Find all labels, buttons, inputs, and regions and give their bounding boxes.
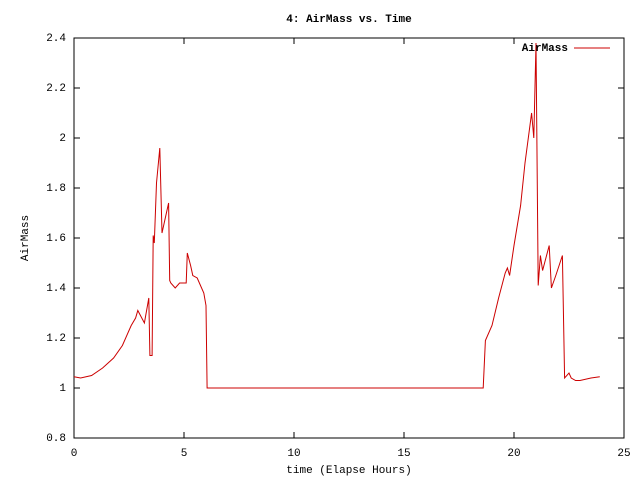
y-tick-label: 1.4	[46, 283, 66, 295]
x-axis-label: time (Elapse Hours)	[286, 465, 411, 477]
plot-frame	[73, 37, 625, 439]
x-tick-label: 0	[71, 448, 78, 460]
y-tick-label: 1.2	[46, 333, 66, 345]
x-tick-label: 25	[617, 448, 630, 460]
y-tick-label: 2	[59, 133, 66, 145]
chart-title: 4: AirMass vs. Time	[286, 14, 412, 26]
y-tick-label: 1	[59, 383, 66, 395]
y-tick-label: 2.4	[46, 33, 66, 45]
legend-label: AirMass	[522, 43, 568, 55]
y-tick-label: 2.2	[46, 83, 66, 95]
y-tick-label: 0.8	[46, 433, 66, 445]
x-tick-label: 10	[287, 448, 300, 460]
x-tick-label: 5	[181, 448, 188, 460]
y-tick-label: 1.6	[46, 233, 66, 245]
x-tick-label: 15	[397, 448, 410, 460]
data-line	[73, 42, 600, 389]
x-tick-label: 20	[507, 448, 520, 460]
y-axis-label: AirMass	[20, 215, 32, 261]
y-tick-label: 1.8	[46, 183, 66, 195]
